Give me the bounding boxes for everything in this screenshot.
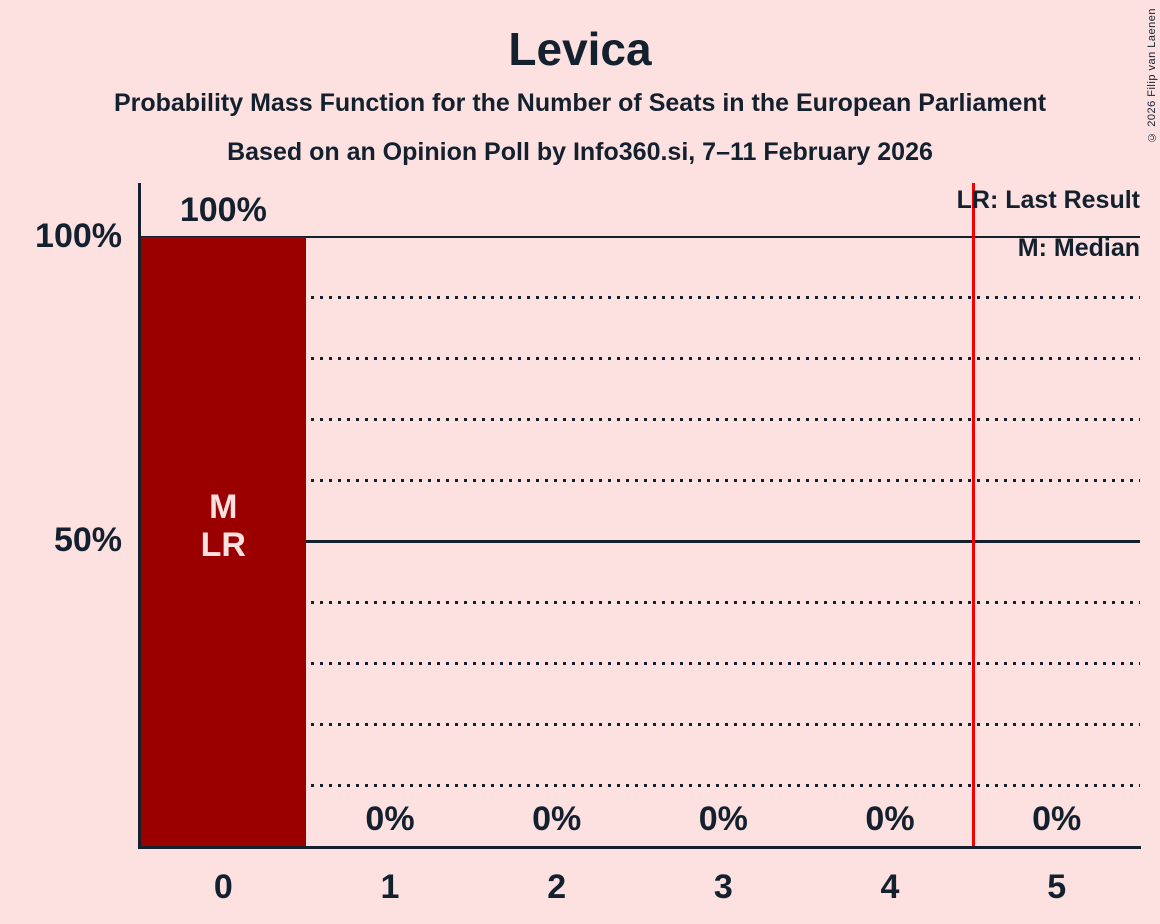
gridline-dotted-40 <box>140 600 1140 604</box>
chart-subtitle-source: Based on an Opinion Poll by Info360.si, … <box>227 138 933 166</box>
gridline-solid-50 <box>140 540 1140 543</box>
x-tick-label-3: 3 <box>713 868 733 906</box>
y-axis-label-50: 50% <box>53 521 122 559</box>
bar-value-label-4: 0% <box>865 800 915 838</box>
x-tick-label-4: 4 <box>880 868 900 906</box>
x-tick-label-2: 2 <box>547 868 567 906</box>
bar-0 <box>140 237 306 846</box>
gridline-solid-100 <box>140 235 1140 239</box>
gridline-dotted-90 <box>140 296 1140 300</box>
x-tick-label-5: 5 <box>1047 868 1067 906</box>
median-marker-label: M <box>209 488 238 526</box>
bar-value-label-3: 0% <box>698 800 748 838</box>
gridline-dotted-70 <box>140 418 1140 422</box>
bar-value-label-2: 0% <box>532 800 582 838</box>
median-last-result-marker: M LR <box>140 488 307 564</box>
gridline-dotted-30 <box>140 661 1140 665</box>
x-tick-label-1: 1 <box>380 868 400 906</box>
legend-median: M: Median <box>1017 234 1140 262</box>
chart-subtitle: Probability Mass Function for the Number… <box>113 89 1047 117</box>
gridline-dotted-80 <box>140 357 1140 361</box>
legend-last-result: LR: Last Result <box>956 186 1140 214</box>
last-result-marker-label: LR <box>200 526 246 564</box>
plot-area: 100% 0% 0% 0% 0% 0% M LR <box>138 183 1141 849</box>
bar-value-label-0: 100% <box>179 191 267 229</box>
last-result-line <box>971 183 975 846</box>
x-tick-label-0: 0 <box>213 868 233 906</box>
bar-value-label-1: 0% <box>365 800 415 838</box>
y-axis-line <box>138 183 141 849</box>
x-axis-line <box>138 846 1141 849</box>
copyright-text: © 2026 Filip van Laenen <box>1146 8 1158 143</box>
chart-title: Levica <box>508 23 652 75</box>
gridline-dotted-20 <box>140 722 1140 726</box>
gridline-dotted-10 <box>140 783 1140 787</box>
gridline-dotted-60 <box>140 479 1140 483</box>
y-axis-label-100: 100% <box>35 217 122 255</box>
bar-value-label-5: 0% <box>1032 800 1082 838</box>
